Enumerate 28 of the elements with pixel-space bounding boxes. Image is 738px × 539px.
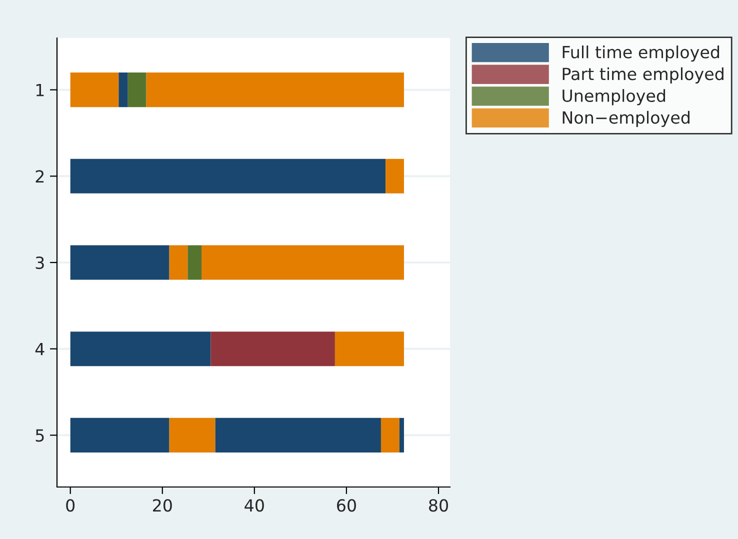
x-tick-label: 0 xyxy=(66,499,75,512)
bar xyxy=(146,72,404,108)
bar xyxy=(188,245,202,280)
legend-label: Full time employed xyxy=(562,46,720,62)
y-tick-label: 4 xyxy=(35,343,44,356)
x-tick-label: 60 xyxy=(337,499,356,512)
bar xyxy=(70,418,170,452)
x-tick-label: 80 xyxy=(429,499,448,512)
bar xyxy=(210,332,335,366)
y-tick-label: 2 xyxy=(36,170,44,182)
legend-label: Unemployed xyxy=(562,89,666,106)
x-tick-label: 20 xyxy=(153,499,172,512)
bar xyxy=(70,158,386,194)
bar xyxy=(169,245,188,280)
bar xyxy=(386,158,404,194)
y-tick-label: 5 xyxy=(36,429,44,442)
bar xyxy=(380,418,400,452)
x-tick-label: 40 xyxy=(244,499,264,512)
y-tick-label: 1 xyxy=(36,84,44,96)
bar xyxy=(169,418,216,452)
bar xyxy=(70,332,211,366)
y-tick-label: 3 xyxy=(36,256,44,270)
legend-label: Part time employed xyxy=(562,67,724,84)
bar xyxy=(70,245,170,280)
bar xyxy=(202,245,404,280)
legend-label: Non−employed xyxy=(562,110,690,128)
bar xyxy=(128,72,146,108)
bar xyxy=(399,418,404,452)
